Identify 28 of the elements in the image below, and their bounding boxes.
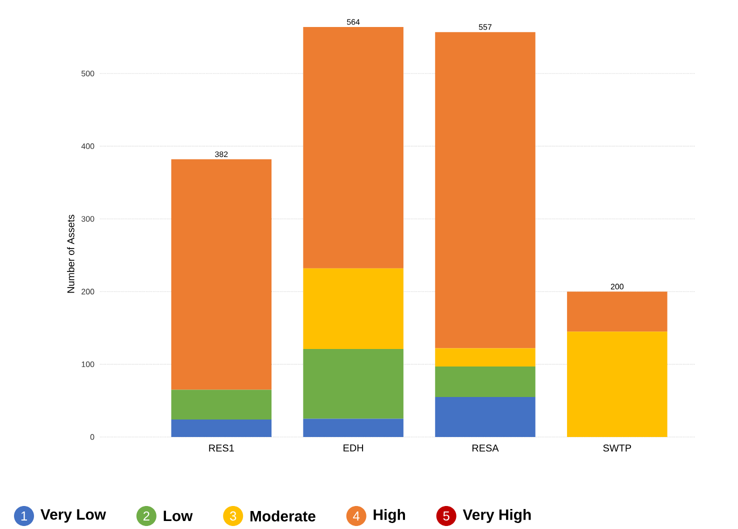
text: 4 xyxy=(353,512,360,520)
legend-label: Very Low xyxy=(40,509,106,523)
bar xyxy=(171,420,272,437)
bar xyxy=(567,292,668,332)
bar xyxy=(171,159,272,390)
y-axis-title: Number of Assets xyxy=(67,214,74,293)
text: 5 xyxy=(443,511,450,520)
bar xyxy=(171,390,272,420)
legend-label: Low xyxy=(164,510,193,522)
legend-label: High xyxy=(374,508,405,523)
legend-label: Moderate xyxy=(250,510,316,522)
bar xyxy=(435,348,536,366)
text: 2 xyxy=(143,511,150,521)
x-tick-label: RES1 xyxy=(209,444,234,452)
bar xyxy=(567,332,668,437)
bar xyxy=(303,349,404,419)
x-tick-label: EDH xyxy=(344,444,364,452)
x-tick-label: RESA xyxy=(472,444,499,452)
legend-label: Very High xyxy=(462,508,531,523)
bar xyxy=(303,268,404,350)
bar xyxy=(435,32,536,348)
x-tick-label: SWTP xyxy=(603,444,632,452)
bar xyxy=(435,397,536,437)
bar xyxy=(303,26,404,268)
text: 1 xyxy=(21,512,27,520)
bar xyxy=(303,418,404,437)
text: 3 xyxy=(230,511,236,521)
bar xyxy=(435,366,536,398)
